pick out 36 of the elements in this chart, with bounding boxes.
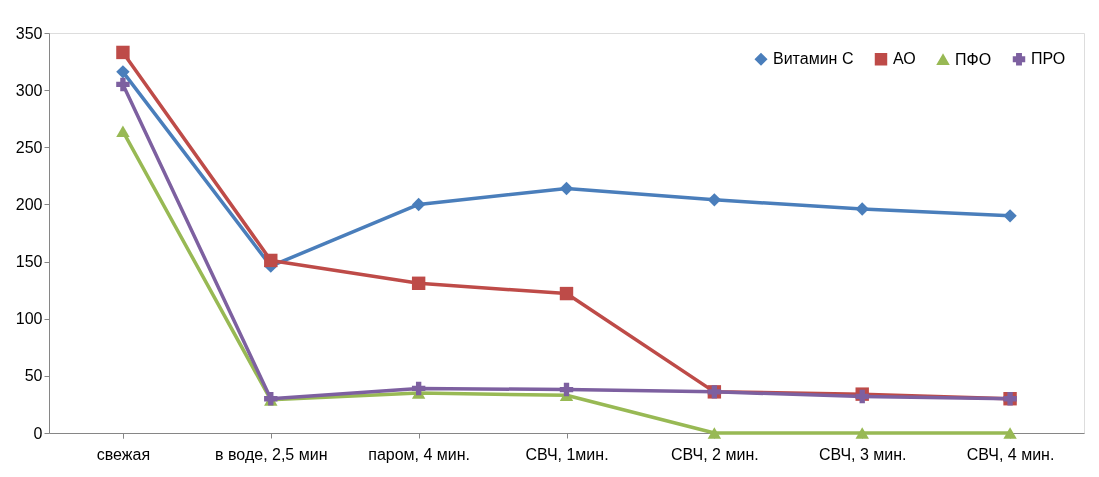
y-tick-label: 0 — [33, 424, 43, 442]
point — [559, 286, 574, 301]
legend-label: ПРО — [1031, 50, 1066, 68]
x-tick-label: СВЧ, 2 мин. — [671, 445, 759, 463]
y-tick-label: 100 — [15, 310, 43, 328]
point — [411, 276, 426, 290]
y-tick-label: 300 — [15, 81, 43, 99]
y-tick-label: 250 — [15, 138, 43, 156]
legend-label: Витамин С — [773, 50, 854, 68]
point — [1003, 427, 1017, 439]
x-tick-label: СВЧ, 1мин. — [525, 445, 609, 463]
x-tick-label: свежая — [96, 445, 151, 463]
point — [855, 427, 869, 439]
point — [707, 427, 722, 439]
x-tick-label: СВЧ, 4 мин. — [966, 445, 1055, 463]
point — [116, 77, 130, 92]
y-tick-label: 150 — [15, 253, 43, 271]
y-tick-label: 50 — [24, 367, 43, 385]
point — [855, 202, 869, 216]
x-tick-label: СВЧ, 3 мин. — [818, 445, 907, 463]
point — [559, 382, 574, 397]
point — [707, 193, 722, 207]
point — [559, 181, 574, 196]
y-tick-label: 350 — [15, 24, 43, 42]
point — [264, 253, 278, 268]
legend-label: ПФО — [955, 50, 992, 68]
point — [116, 45, 130, 60]
x-tick-label: в воде, 2,5 мин — [215, 445, 328, 463]
point — [116, 65, 130, 79]
point — [411, 381, 426, 396]
x-tick-label: паром, 4 мин. — [368, 445, 471, 463]
legend-label: АО — [893, 50, 916, 68]
point — [411, 197, 426, 212]
point — [116, 125, 130, 138]
point — [1003, 209, 1017, 223]
y-tick-label: 200 — [15, 195, 43, 213]
